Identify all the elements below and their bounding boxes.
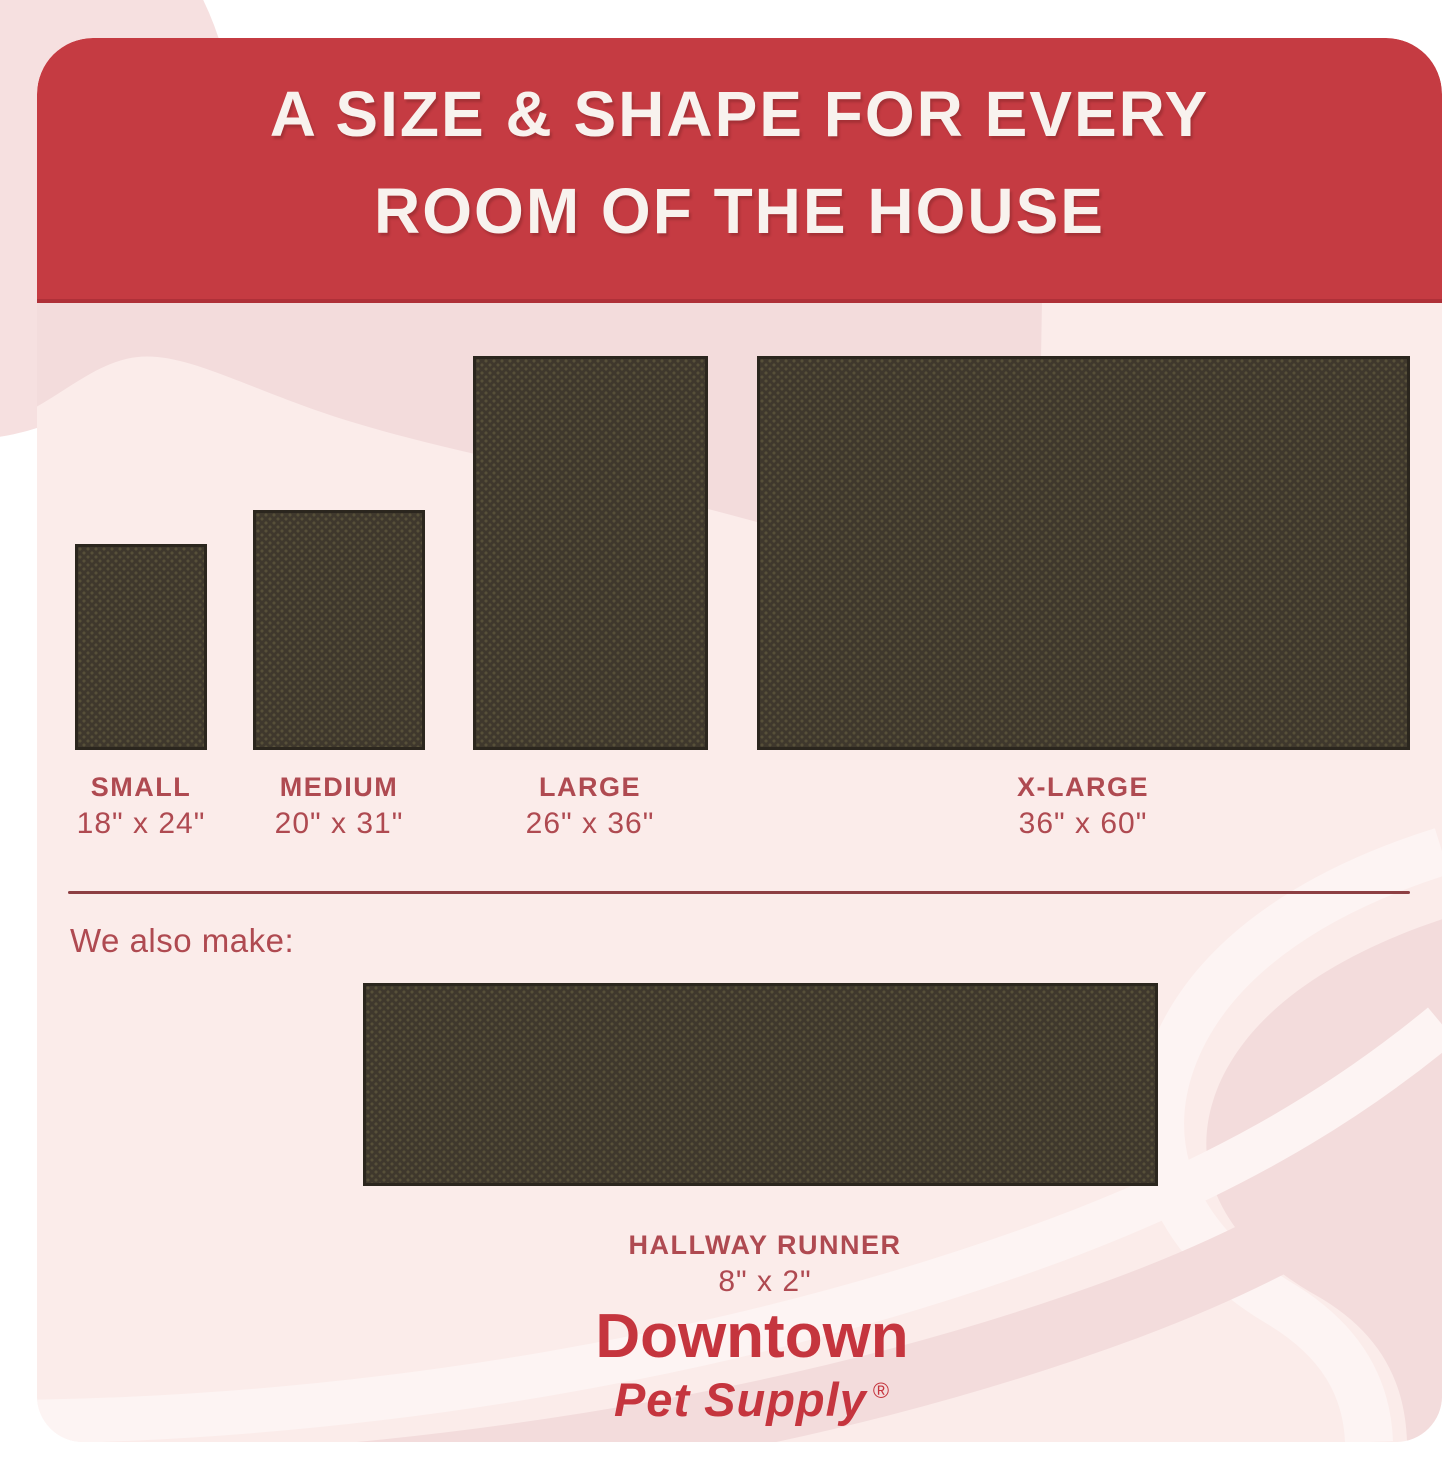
size-name-medium: MEDIUM: [279, 772, 399, 802]
size-dimensions-small: 18" x 24": [76, 807, 206, 840]
size-dimensions-large: 26" x 36": [525, 807, 655, 840]
size-label-hallway-runner: HALLWAY RUNNER 8" x 2": [628, 1228, 901, 1300]
size-dimensions-xlarge: 36" x 60": [1018, 807, 1148, 840]
section-divider: [68, 891, 1410, 894]
rug-small-swatch: [75, 544, 207, 750]
brand-name-bottom: Pet Supply ®: [577, 1376, 927, 1423]
decor-corner-band: [1206, 919, 1442, 1442]
page-title-line2: ROOM OF THE HOUSE: [374, 175, 1105, 247]
brand-name-top: Downtown: [595, 1302, 909, 1371]
registered-trademark-symbol: ®: [872, 1378, 891, 1403]
brand-logo: Downtown Pet Supply ®: [577, 1302, 927, 1424]
main-panel: A SIZE & SHAPE FOR EVERY ROOM OF THE HOU…: [37, 38, 1442, 1442]
size-name-xlarge: X-LARGE: [1017, 772, 1149, 802]
size-name-small: SMALL: [90, 772, 192, 802]
rug-large-swatch: [473, 356, 708, 750]
brand-name-bottom-text: Pet Supply: [613, 1373, 867, 1426]
size-label-medium: MEDIUM 20" x 31": [275, 770, 404, 842]
page-title-line1: A SIZE & SHAPE FOR EVERY: [269, 78, 1210, 150]
header-banner: A SIZE & SHAPE FOR EVERY ROOM OF THE HOU…: [37, 38, 1442, 303]
rug-hallway-runner-swatch: [363, 983, 1158, 1186]
decor-light-stripe-right: [1136, 828, 1442, 1442]
size-name-large: LARGE: [539, 772, 641, 802]
rug-medium-swatch: [253, 510, 425, 750]
size-dimensions-hallway-runner: 8" x 2": [718, 1265, 812, 1298]
rug-xlarge-swatch: [757, 356, 1410, 750]
size-name-hallway-runner: HALLWAY RUNNER: [628, 1230, 902, 1260]
size-label-small: SMALL 18" x 24": [77, 770, 206, 842]
also-make-label: We also make:: [70, 922, 295, 959]
size-dimensions-medium: 20" x 31": [274, 807, 404, 840]
size-label-xlarge: X-LARGE 36" x 60": [1017, 770, 1149, 842]
size-label-large: LARGE 26" x 36": [526, 770, 655, 842]
